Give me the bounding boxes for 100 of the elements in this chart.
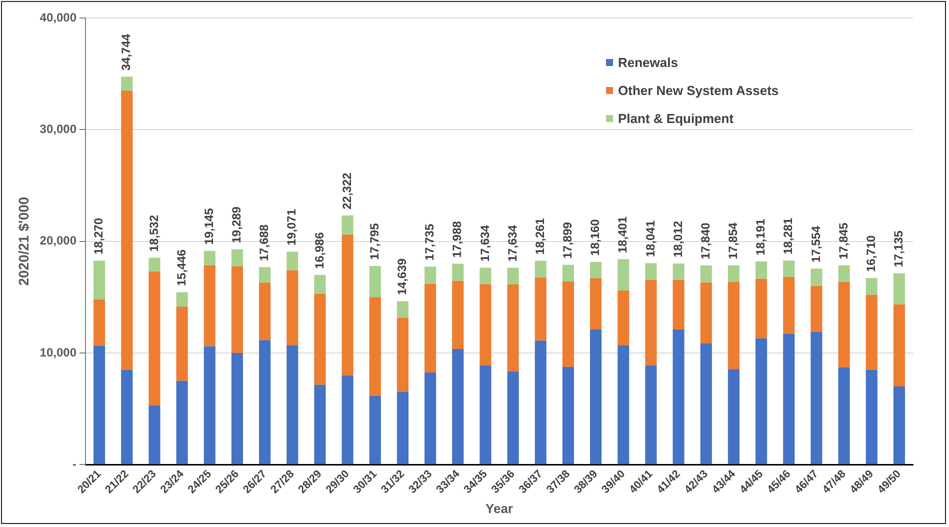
bar: [534, 278, 546, 341]
bar: [369, 266, 381, 298]
bar: [507, 371, 519, 464]
bar: [562, 264, 574, 282]
bar: [534, 340, 546, 464]
bar: [562, 366, 574, 464]
bar: [424, 284, 436, 372]
bar: [121, 76, 133, 91]
total-label: 17,735: [422, 224, 437, 261]
bar: [672, 263, 684, 280]
bar: [148, 258, 160, 272]
total-label: 18,160: [588, 218, 602, 256]
bar: [148, 271, 160, 406]
y-tick-label: 10,000: [40, 345, 77, 360]
bar: [618, 345, 630, 464]
bar: [810, 332, 822, 464]
bar: [810, 268, 822, 286]
bar: [507, 284, 519, 372]
bar: [645, 263, 657, 280]
bar: [396, 392, 409, 464]
total-label: 14,639: [395, 258, 410, 296]
bar: [700, 265, 712, 283]
bar: [893, 273, 905, 304]
bar: [94, 299, 106, 346]
bar: [672, 330, 684, 464]
total-label: 18,041: [643, 220, 658, 258]
total-label: 22,322: [340, 172, 354, 210]
bar: [618, 290, 630, 346]
bar: [342, 375, 354, 464]
bar: [259, 340, 271, 464]
total-label: 19,071: [284, 208, 299, 246]
x-axis-title: Year: [486, 500, 513, 516]
bar: [286, 270, 298, 346]
bar: [893, 304, 905, 386]
bar: [452, 264, 464, 281]
bar: [452, 349, 464, 464]
bar: [728, 369, 740, 464]
y-tick-label: 30,000: [40, 122, 77, 136]
total-label: 19,289: [230, 206, 244, 244]
total-label: 18,261: [532, 218, 547, 255]
bar: [121, 370, 133, 464]
bar: [286, 345, 298, 464]
bar: [866, 278, 878, 295]
y-tick-label: 40,000: [40, 10, 77, 24]
bar: [480, 268, 492, 284]
bar: [700, 343, 712, 464]
bar: [756, 262, 768, 279]
bar: [783, 260, 795, 278]
total-label: 19,145: [202, 208, 216, 245]
total-label: 17,688: [257, 224, 272, 262]
bar: [756, 338, 768, 464]
bar: [590, 278, 602, 330]
bar: [728, 282, 740, 370]
total-label: 17,854: [726, 222, 740, 260]
bar: [259, 282, 271, 340]
total-label: 17,634: [478, 224, 492, 262]
bar: [314, 274, 326, 294]
bar: [672, 280, 684, 330]
bar: [204, 346, 216, 464]
bar: [452, 280, 464, 350]
bar: [783, 334, 795, 464]
bar: [396, 318, 409, 392]
total-label: 17,795: [367, 222, 382, 260]
bar: [231, 249, 244, 266]
bar: [480, 284, 492, 366]
total-label: 16,710: [864, 235, 878, 272]
bar: [342, 215, 354, 235]
bar: [231, 266, 244, 353]
bar: [259, 267, 271, 283]
legend-label: Other New System Assets: [618, 82, 779, 98]
total-label: 17,899: [560, 222, 575, 259]
bar: [507, 268, 519, 284]
total-label: 18,532: [146, 214, 161, 252]
bar: [893, 386, 905, 464]
total-label: 17,634: [505, 224, 520, 262]
total-label: 17,845: [836, 222, 850, 260]
bar: [369, 396, 381, 464]
bar: [424, 266, 436, 284]
total-label: 17,554: [808, 226, 823, 263]
bar: [590, 262, 602, 278]
bar: [728, 265, 740, 282]
bar: [645, 280, 657, 366]
bar: [424, 372, 436, 464]
bar: [810, 286, 822, 332]
bar: [176, 306, 188, 381]
bar: [314, 384, 326, 464]
bar: [342, 234, 354, 376]
y-tick-label: -: [72, 456, 77, 471]
bar: [176, 292, 188, 307]
bar: [534, 260, 546, 278]
legend-label: Plant & Equipment: [618, 110, 734, 126]
bar: [756, 278, 768, 338]
bar: [783, 277, 795, 334]
total-label: 18,191: [754, 218, 768, 256]
bar: [121, 90, 133, 370]
y-axis-title: 2020/21 $'000: [15, 196, 32, 286]
bar: [645, 365, 657, 464]
bar: [204, 250, 216, 266]
bar: [176, 380, 188, 464]
bar: [94, 346, 106, 464]
